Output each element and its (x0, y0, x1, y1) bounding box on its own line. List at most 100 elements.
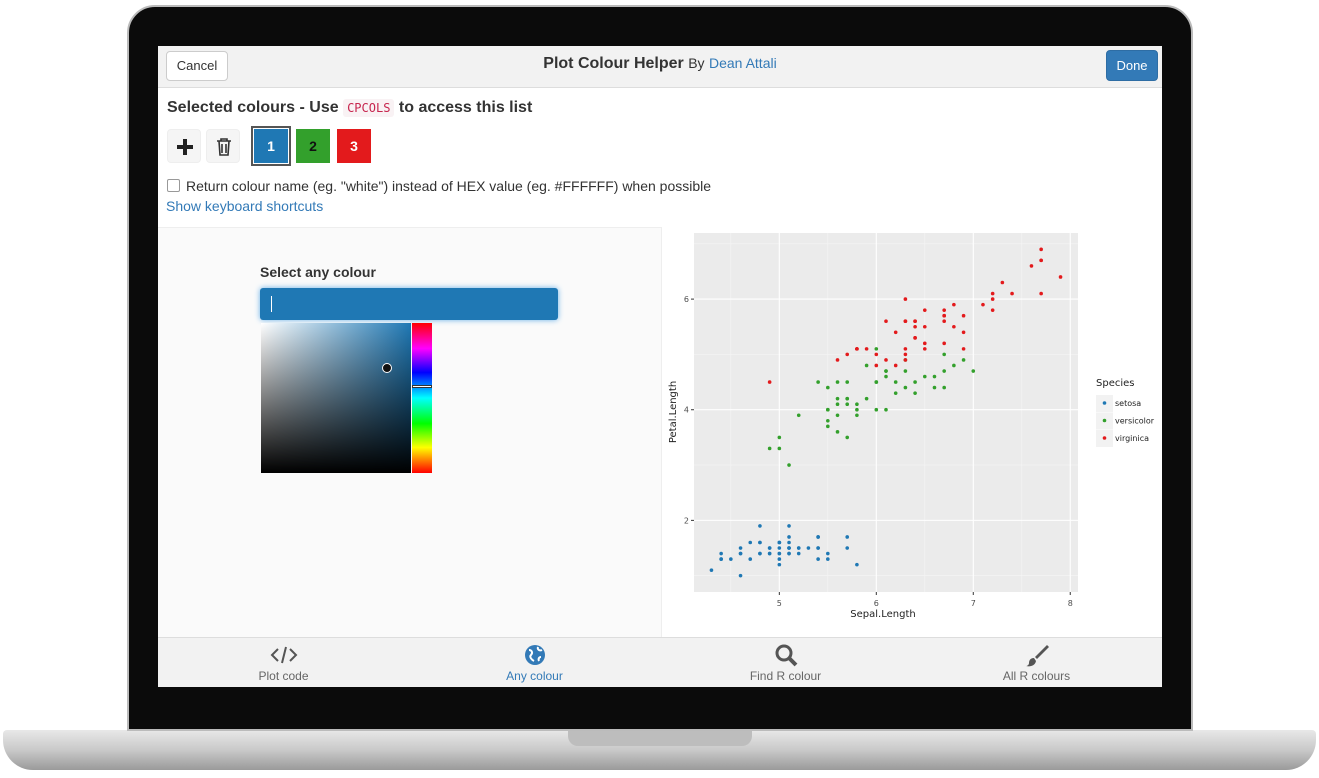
checkbox[interactable] (167, 179, 180, 192)
point (855, 413, 859, 418)
tab[interactable]: Find R colour (660, 637, 911, 687)
point (845, 396, 850, 401)
point (826, 557, 830, 561)
legend-dot (1102, 401, 1107, 405)
point (826, 418, 830, 423)
header-bar (158, 46, 1162, 88)
point (942, 369, 946, 373)
point (932, 385, 937, 390)
point (787, 546, 791, 550)
point (845, 546, 850, 550)
shortcuts-link[interactable]: Show keyboard shortcuts (166, 198, 324, 214)
tab[interactable]: All R colours (911, 637, 1162, 687)
add-button[interactable] (167, 129, 201, 163)
plus-icon (177, 139, 193, 155)
point (835, 402, 840, 407)
legend-label: setosa (1115, 399, 1141, 408)
tab-label[interactable]: All R colours (1002, 669, 1071, 683)
point (1039, 258, 1043, 263)
point (787, 551, 791, 556)
scatter-chart: Sepal.Length Petal.Length Species 5 6 7 8 2 4… (668, 233, 1155, 620)
point (903, 297, 908, 301)
point (874, 407, 879, 412)
point (903, 347, 908, 351)
author-link[interactable]: Dean Attali (708, 55, 777, 71)
cancel-button[interactable]: Cancel (166, 51, 228, 81)
point (922, 308, 927, 312)
point (826, 385, 830, 390)
point (796, 546, 801, 550)
picker-label: Select any colour (260, 264, 376, 280)
point (777, 540, 782, 545)
point (942, 308, 946, 312)
point (787, 535, 791, 539)
point (990, 297, 995, 301)
point (922, 347, 927, 351)
point (816, 535, 820, 539)
swatch[interactable]: 3 (337, 129, 371, 163)
point (1029, 264, 1034, 268)
legend-title: Species (1096, 378, 1135, 389)
tab-label[interactable]: Any colour (506, 669, 563, 683)
by: By (688, 55, 705, 71)
point (942, 313, 946, 318)
tab[interactable]: Any colour (409, 637, 660, 687)
point (961, 330, 966, 335)
point (835, 358, 840, 362)
x-tick-label: 5 (777, 599, 782, 608)
point (796, 413, 801, 418)
point (922, 324, 927, 329)
point (874, 347, 879, 351)
picker-knob[interactable] (382, 363, 392, 373)
tab[interactable]: Plot code (158, 637, 409, 687)
point (777, 562, 782, 567)
point (961, 313, 966, 318)
swatch[interactable]: 2 (296, 129, 330, 163)
done-button[interactable]: Done (1106, 50, 1158, 81)
point (787, 540, 791, 545)
trash-icon (217, 138, 231, 156)
y-tick-label: 2 (684, 516, 689, 525)
heading-post: to access this list (398, 99, 533, 116)
point (903, 358, 908, 362)
point (884, 369, 888, 373)
y-axis-label: Petal.Length (668, 381, 679, 443)
legend-label: versicolor (1115, 417, 1155, 426)
point (942, 341, 946, 346)
tab-label[interactable]: Find R colour (749, 669, 822, 683)
point (913, 391, 917, 395)
heading-pre: Selected colours - Use (167, 99, 339, 116)
x-tick-label: 7 (971, 599, 976, 608)
point (777, 546, 782, 550)
tab-label[interactable]: Plot code (258, 669, 309, 683)
point (893, 391, 898, 395)
saturation-box[interactable] (261, 323, 411, 473)
point (845, 352, 850, 357)
point (913, 336, 917, 340)
tab-icon (524, 645, 545, 665)
point (874, 352, 879, 357)
point (1010, 291, 1014, 296)
legend-dot (1102, 418, 1107, 423)
title: Plot Colour Helper By Dean Attali (158, 55, 1162, 73)
point (864, 347, 869, 351)
hue-bar[interactable] (412, 323, 432, 473)
point (835, 430, 840, 434)
checkbox-label[interactable]: Return colour name (eg. "white") instead… (186, 178, 712, 194)
swatch[interactable]: 1 (251, 126, 291, 166)
colour-input[interactable] (260, 288, 558, 320)
point (1039, 291, 1043, 296)
point (758, 551, 762, 556)
point (835, 380, 840, 384)
point (932, 374, 937, 379)
point (738, 573, 743, 578)
point (942, 319, 946, 324)
legend-dot (1102, 436, 1107, 440)
point (845, 535, 850, 539)
point (738, 551, 743, 556)
point (952, 324, 956, 329)
delete-button[interactable] (206, 129, 240, 163)
tab-icon (775, 644, 797, 667)
laptop-notch (568, 730, 752, 746)
